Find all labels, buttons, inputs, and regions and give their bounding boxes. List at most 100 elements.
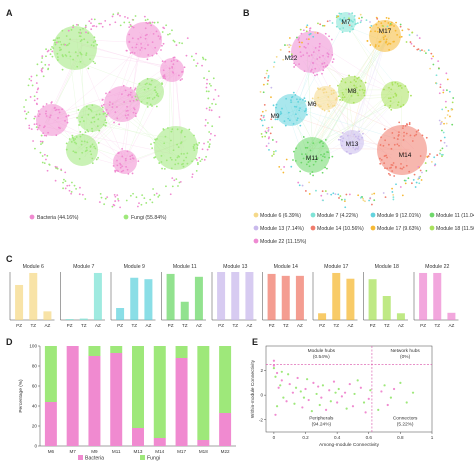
network-node <box>150 24 153 27</box>
network-node <box>359 85 362 88</box>
network-node <box>33 95 36 98</box>
network-node <box>347 141 350 144</box>
network-node <box>339 18 342 20</box>
network-node <box>36 128 39 131</box>
network-node <box>198 156 201 159</box>
network-node <box>356 92 359 95</box>
network-node <box>134 112 137 115</box>
network-node <box>409 134 412 137</box>
network-node <box>285 158 288 161</box>
scatter-point <box>334 391 337 394</box>
network-node <box>351 20 354 23</box>
network-node <box>303 45 306 48</box>
network-node <box>297 181 300 184</box>
network-node <box>309 27 311 30</box>
network-node <box>302 54 305 56</box>
network-node <box>181 78 183 80</box>
module-label-m6: M6 <box>307 101 316 108</box>
network-edge <box>344 22 402 92</box>
network-node <box>207 90 210 93</box>
network-node <box>356 143 359 146</box>
network-node <box>151 105 153 107</box>
network-node <box>342 27 345 29</box>
network-node <box>214 103 217 106</box>
network-node <box>298 184 301 187</box>
network-node <box>262 116 265 119</box>
network-node <box>170 158 173 161</box>
scatter-point <box>317 385 320 388</box>
network-node <box>201 158 203 161</box>
network-node <box>112 13 115 16</box>
network-node <box>340 198 343 201</box>
network-node <box>36 63 39 66</box>
scatter-point <box>367 397 370 400</box>
network-node <box>382 25 385 27</box>
network-node <box>98 22 101 25</box>
network-node <box>42 126 45 129</box>
scatter-point <box>312 381 315 384</box>
network-node <box>350 25 353 28</box>
network-node <box>353 84 355 87</box>
network-node <box>143 197 146 200</box>
network-node <box>359 21 362 24</box>
legend-label-module: Module 7 (4.22%) <box>317 213 358 219</box>
network-node <box>117 198 119 200</box>
network-node <box>312 61 314 64</box>
network-node <box>176 143 178 146</box>
quadrant-annotation-percent: (5.22%) <box>397 422 414 428</box>
network-node <box>54 106 56 109</box>
network-node <box>144 27 147 30</box>
network-node <box>41 68 43 70</box>
legend-label-module: Module 13 (7.14%) <box>260 226 304 232</box>
network-node <box>409 41 412 43</box>
scatter-point <box>321 384 325 387</box>
network-node <box>72 137 75 140</box>
network-node <box>430 52 433 55</box>
network-node <box>52 39 55 42</box>
network-node <box>304 46 307 49</box>
network-node <box>356 22 359 25</box>
network-node <box>95 25 98 28</box>
bar <box>382 296 391 320</box>
network-node <box>68 189 71 192</box>
network-node <box>84 24 87 27</box>
network-node <box>65 35 68 37</box>
network-node <box>205 86 208 89</box>
network-node <box>398 121 401 124</box>
network-node <box>25 99 27 101</box>
network-node <box>411 140 414 142</box>
network-node <box>135 46 137 49</box>
network-node <box>102 113 105 115</box>
network-node <box>451 101 454 104</box>
network-node <box>401 167 403 170</box>
network-node <box>89 58 91 61</box>
x-tick-label: M14 <box>155 449 164 454</box>
network-node <box>375 23 378 26</box>
network-node <box>63 178 65 181</box>
scatter-point <box>287 373 290 376</box>
scatter-point <box>359 386 362 389</box>
scatter-point <box>285 400 288 403</box>
network-node <box>62 187 64 190</box>
network-node <box>39 140 42 143</box>
network-node <box>148 96 151 99</box>
network-node <box>394 29 397 32</box>
network-node <box>86 41 89 44</box>
network-node <box>195 65 198 67</box>
network-node <box>438 119 441 122</box>
network-node <box>66 184 69 187</box>
network-node <box>402 152 405 154</box>
network-node <box>68 51 71 54</box>
scatter-point <box>318 403 321 407</box>
network-node <box>177 185 179 187</box>
network-node <box>75 23 78 26</box>
network-node <box>56 167 59 170</box>
network-node <box>111 15 114 18</box>
network-node <box>105 121 108 124</box>
network-node <box>145 202 148 204</box>
network-node <box>84 131 87 134</box>
network-node <box>120 93 123 96</box>
network-node <box>373 192 376 195</box>
network-node <box>203 142 205 145</box>
scatter-point <box>336 401 339 404</box>
